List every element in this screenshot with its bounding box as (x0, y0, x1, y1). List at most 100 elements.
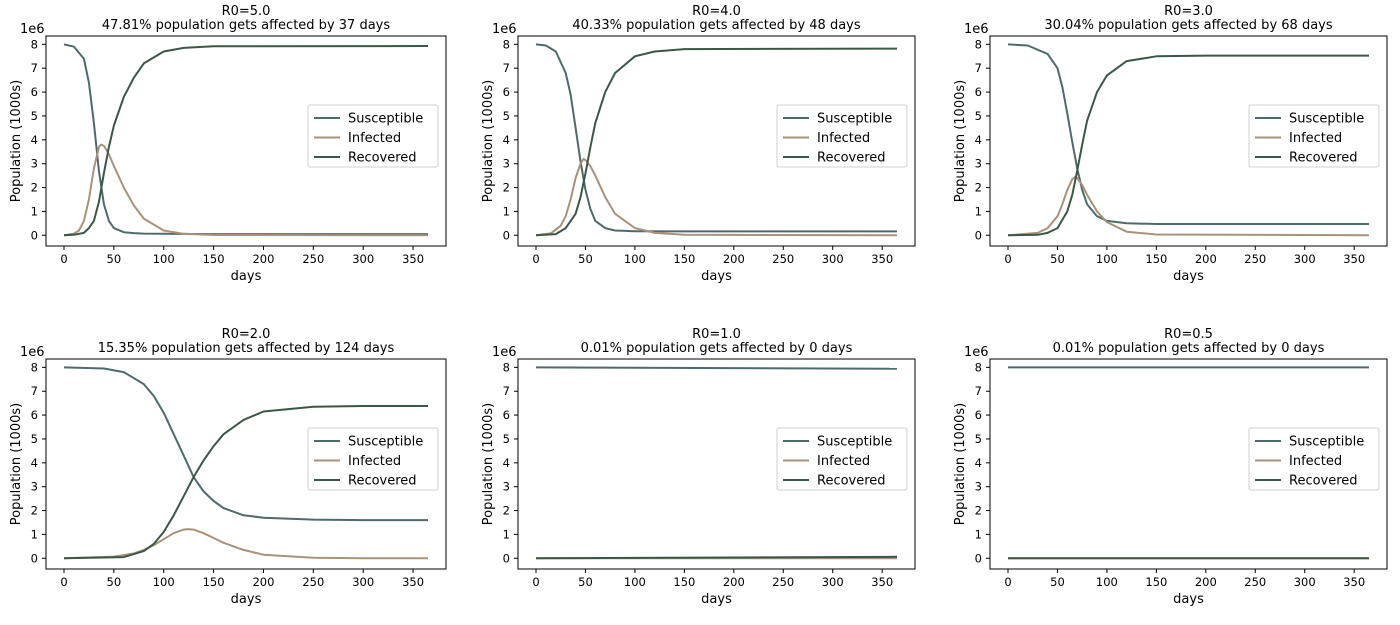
chart-subtitle: 15.35% population gets affected by 124 d… (98, 341, 395, 356)
x-tick-label: 250 (302, 575, 324, 589)
x-tick-label: 300 (1294, 575, 1316, 589)
x-tick-label: 250 (1244, 252, 1266, 266)
x-axis-label: days (1173, 269, 1204, 284)
y-tick-label: 2 (31, 181, 38, 195)
x-tick-label: 100 (153, 575, 175, 589)
y-tick-label: 7 (31, 384, 38, 398)
x-tick-label: 50 (1050, 575, 1065, 589)
series-group (535, 366, 898, 560)
x-tick-label: 150 (673, 252, 695, 266)
legend-label-recovered: Recovered (348, 151, 417, 166)
series-group (63, 43, 429, 237)
series-line-susceptible (535, 366, 898, 370)
legend-label-susceptible: Susceptible (348, 112, 423, 127)
y-tick-label: 6 (975, 85, 982, 99)
y-tick-label: 1 (31, 527, 38, 541)
y-axis-label: Population (1000s) (9, 403, 24, 525)
series-group (63, 366, 428, 560)
plot-frame (45, 35, 447, 247)
y-offset-text: 1e6 (964, 22, 989, 37)
y-tick-label: 8 (31, 37, 38, 51)
legend-label-recovered: Recovered (817, 151, 886, 166)
y-tick-label: 7 (975, 61, 982, 75)
y-offset-text: 1e6 (492, 345, 517, 360)
legend-label-infected: Infected (1289, 131, 1342, 146)
plot-frame (45, 358, 447, 570)
y-tick-label: 1 (503, 527, 510, 541)
series-line-infected (63, 143, 429, 237)
y-tick-label: 3 (975, 480, 982, 494)
x-tick-label: 200 (252, 575, 274, 589)
legend-box (307, 427, 439, 491)
legend: Susceptible Infected Recovered (776, 427, 908, 491)
legend-box (776, 427, 908, 491)
x-tick-label: 200 (1195, 252, 1217, 266)
legend-label-susceptible: Susceptible (817, 112, 892, 127)
y-tick-label: 2 (503, 181, 510, 195)
x-tick-label: 0 (1004, 575, 1011, 589)
series-line-recovered (63, 405, 428, 560)
x-tick-label: 300 (822, 252, 844, 266)
x-tick-label: 150 (203, 575, 225, 589)
y-tick-label: 0 (31, 551, 38, 565)
x-tick-label: 0 (532, 575, 539, 589)
x-tick-label: 0 (532, 252, 539, 266)
y-tick-label: 4 (975, 133, 982, 147)
series-line-infected (535, 157, 898, 237)
y-tick-label: 8 (31, 360, 38, 374)
y-tick-label: 8 (975, 360, 982, 374)
x-tick-label: 350 (402, 575, 424, 589)
y-tick-label: 4 (31, 133, 38, 147)
x-tick-label: 150 (1145, 575, 1167, 589)
y-tick-label: 3 (503, 480, 510, 494)
series-line-recovered (1007, 54, 1369, 237)
series-group (1007, 43, 1370, 237)
y-tick-label: 6 (503, 85, 510, 99)
x-tick-label: 100 (1096, 575, 1118, 589)
x-tick-label: 50 (107, 575, 122, 589)
x-tick-label: 50 (1050, 252, 1065, 266)
legend-label-susceptible: Susceptible (348, 435, 423, 450)
chart-title: R0=0.5 (1164, 327, 1213, 342)
y-tick-label: 5 (31, 109, 38, 123)
chart-subtitle: 0.01% population gets affected by 0 days (1053, 341, 1325, 356)
y-tick-label: 0 (975, 551, 982, 565)
y-tick-label: 3 (503, 157, 510, 171)
y-axis-label: Population (1000s) (9, 80, 24, 202)
x-tick-label: 350 (1343, 252, 1365, 266)
y-tick-label: 5 (503, 109, 510, 123)
plot-frame (989, 35, 1388, 247)
x-axis-label: days (701, 592, 732, 607)
legend-label-susceptible: Susceptible (817, 435, 892, 450)
legend-label-infected: Infected (817, 454, 870, 469)
x-tick-label: 150 (1145, 252, 1167, 266)
x-tick-label: 200 (723, 252, 745, 266)
y-tick-label: 1 (503, 204, 510, 218)
y-tick-label: 1 (31, 204, 38, 218)
x-tick-label: 300 (822, 575, 844, 589)
x-tick-label: 350 (402, 252, 424, 266)
x-tick-label: 350 (871, 575, 893, 589)
x-tick-label: 0 (60, 252, 67, 266)
x-axis-label: days (231, 269, 262, 284)
legend-label-infected: Infected (817, 131, 870, 146)
subplot-4: R0=2.015.35% population gets affected by… (9, 327, 447, 607)
y-tick-label: 6 (31, 408, 38, 422)
x-tick-label: 200 (252, 252, 274, 266)
y-tick-label: 1 (975, 204, 982, 218)
y-tick-label: 7 (31, 61, 38, 75)
legend: Susceptible Infected Recovered (1248, 104, 1380, 168)
subplot-2: R0=4.040.33% population gets affected by… (481, 4, 916, 284)
y-tick-label: 4 (975, 456, 982, 470)
y-tick-label: 3 (31, 157, 38, 171)
legend-box (1248, 427, 1380, 491)
legend-label-susceptible: Susceptible (1289, 112, 1364, 127)
y-tick-label: 2 (31, 504, 38, 518)
x-tick-label: 350 (871, 252, 893, 266)
legend: Susceptible Infected Recovered (307, 427, 439, 491)
y-offset-text: 1e6 (20, 22, 45, 37)
y-tick-label: 2 (975, 181, 982, 195)
plot-frame (517, 358, 916, 570)
series-line-recovered (535, 555, 898, 560)
